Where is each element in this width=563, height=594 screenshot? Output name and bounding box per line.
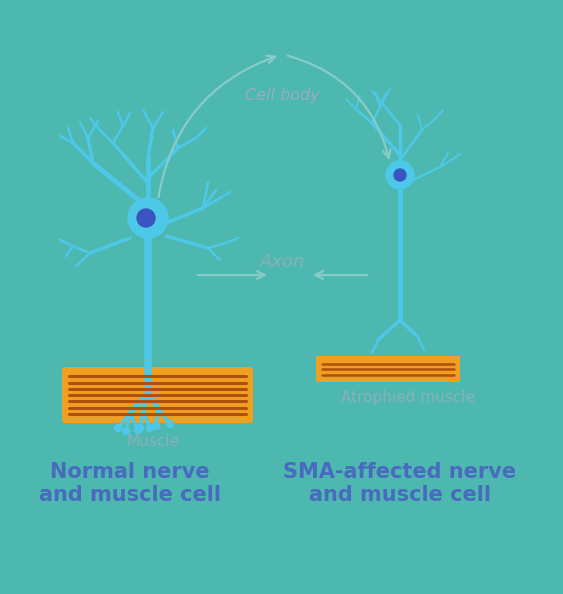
Circle shape: [167, 421, 173, 428]
Circle shape: [136, 425, 144, 431]
Circle shape: [153, 422, 159, 429]
Circle shape: [114, 425, 122, 431]
Circle shape: [135, 426, 141, 434]
Circle shape: [123, 428, 129, 434]
FancyArrowPatch shape: [288, 56, 391, 158]
Circle shape: [394, 169, 406, 181]
FancyArrowPatch shape: [198, 271, 265, 279]
Circle shape: [386, 161, 414, 189]
Circle shape: [137, 209, 155, 227]
Text: Axon: Axon: [260, 253, 306, 271]
FancyBboxPatch shape: [62, 367, 253, 423]
FancyArrowPatch shape: [315, 271, 367, 279]
Circle shape: [146, 425, 154, 431]
Text: Normal nerve
and muscle cell: Normal nerve and muscle cell: [39, 462, 221, 505]
FancyArrowPatch shape: [158, 56, 275, 197]
Text: SMA-affected nerve
and muscle cell: SMA-affected nerve and muscle cell: [283, 462, 517, 505]
Text: Atrophied muscle: Atrophied muscle: [341, 390, 475, 405]
Text: Cell body: Cell body: [245, 88, 319, 103]
Text: Muscle: Muscle: [127, 434, 180, 449]
Circle shape: [128, 198, 168, 238]
FancyBboxPatch shape: [316, 356, 460, 382]
